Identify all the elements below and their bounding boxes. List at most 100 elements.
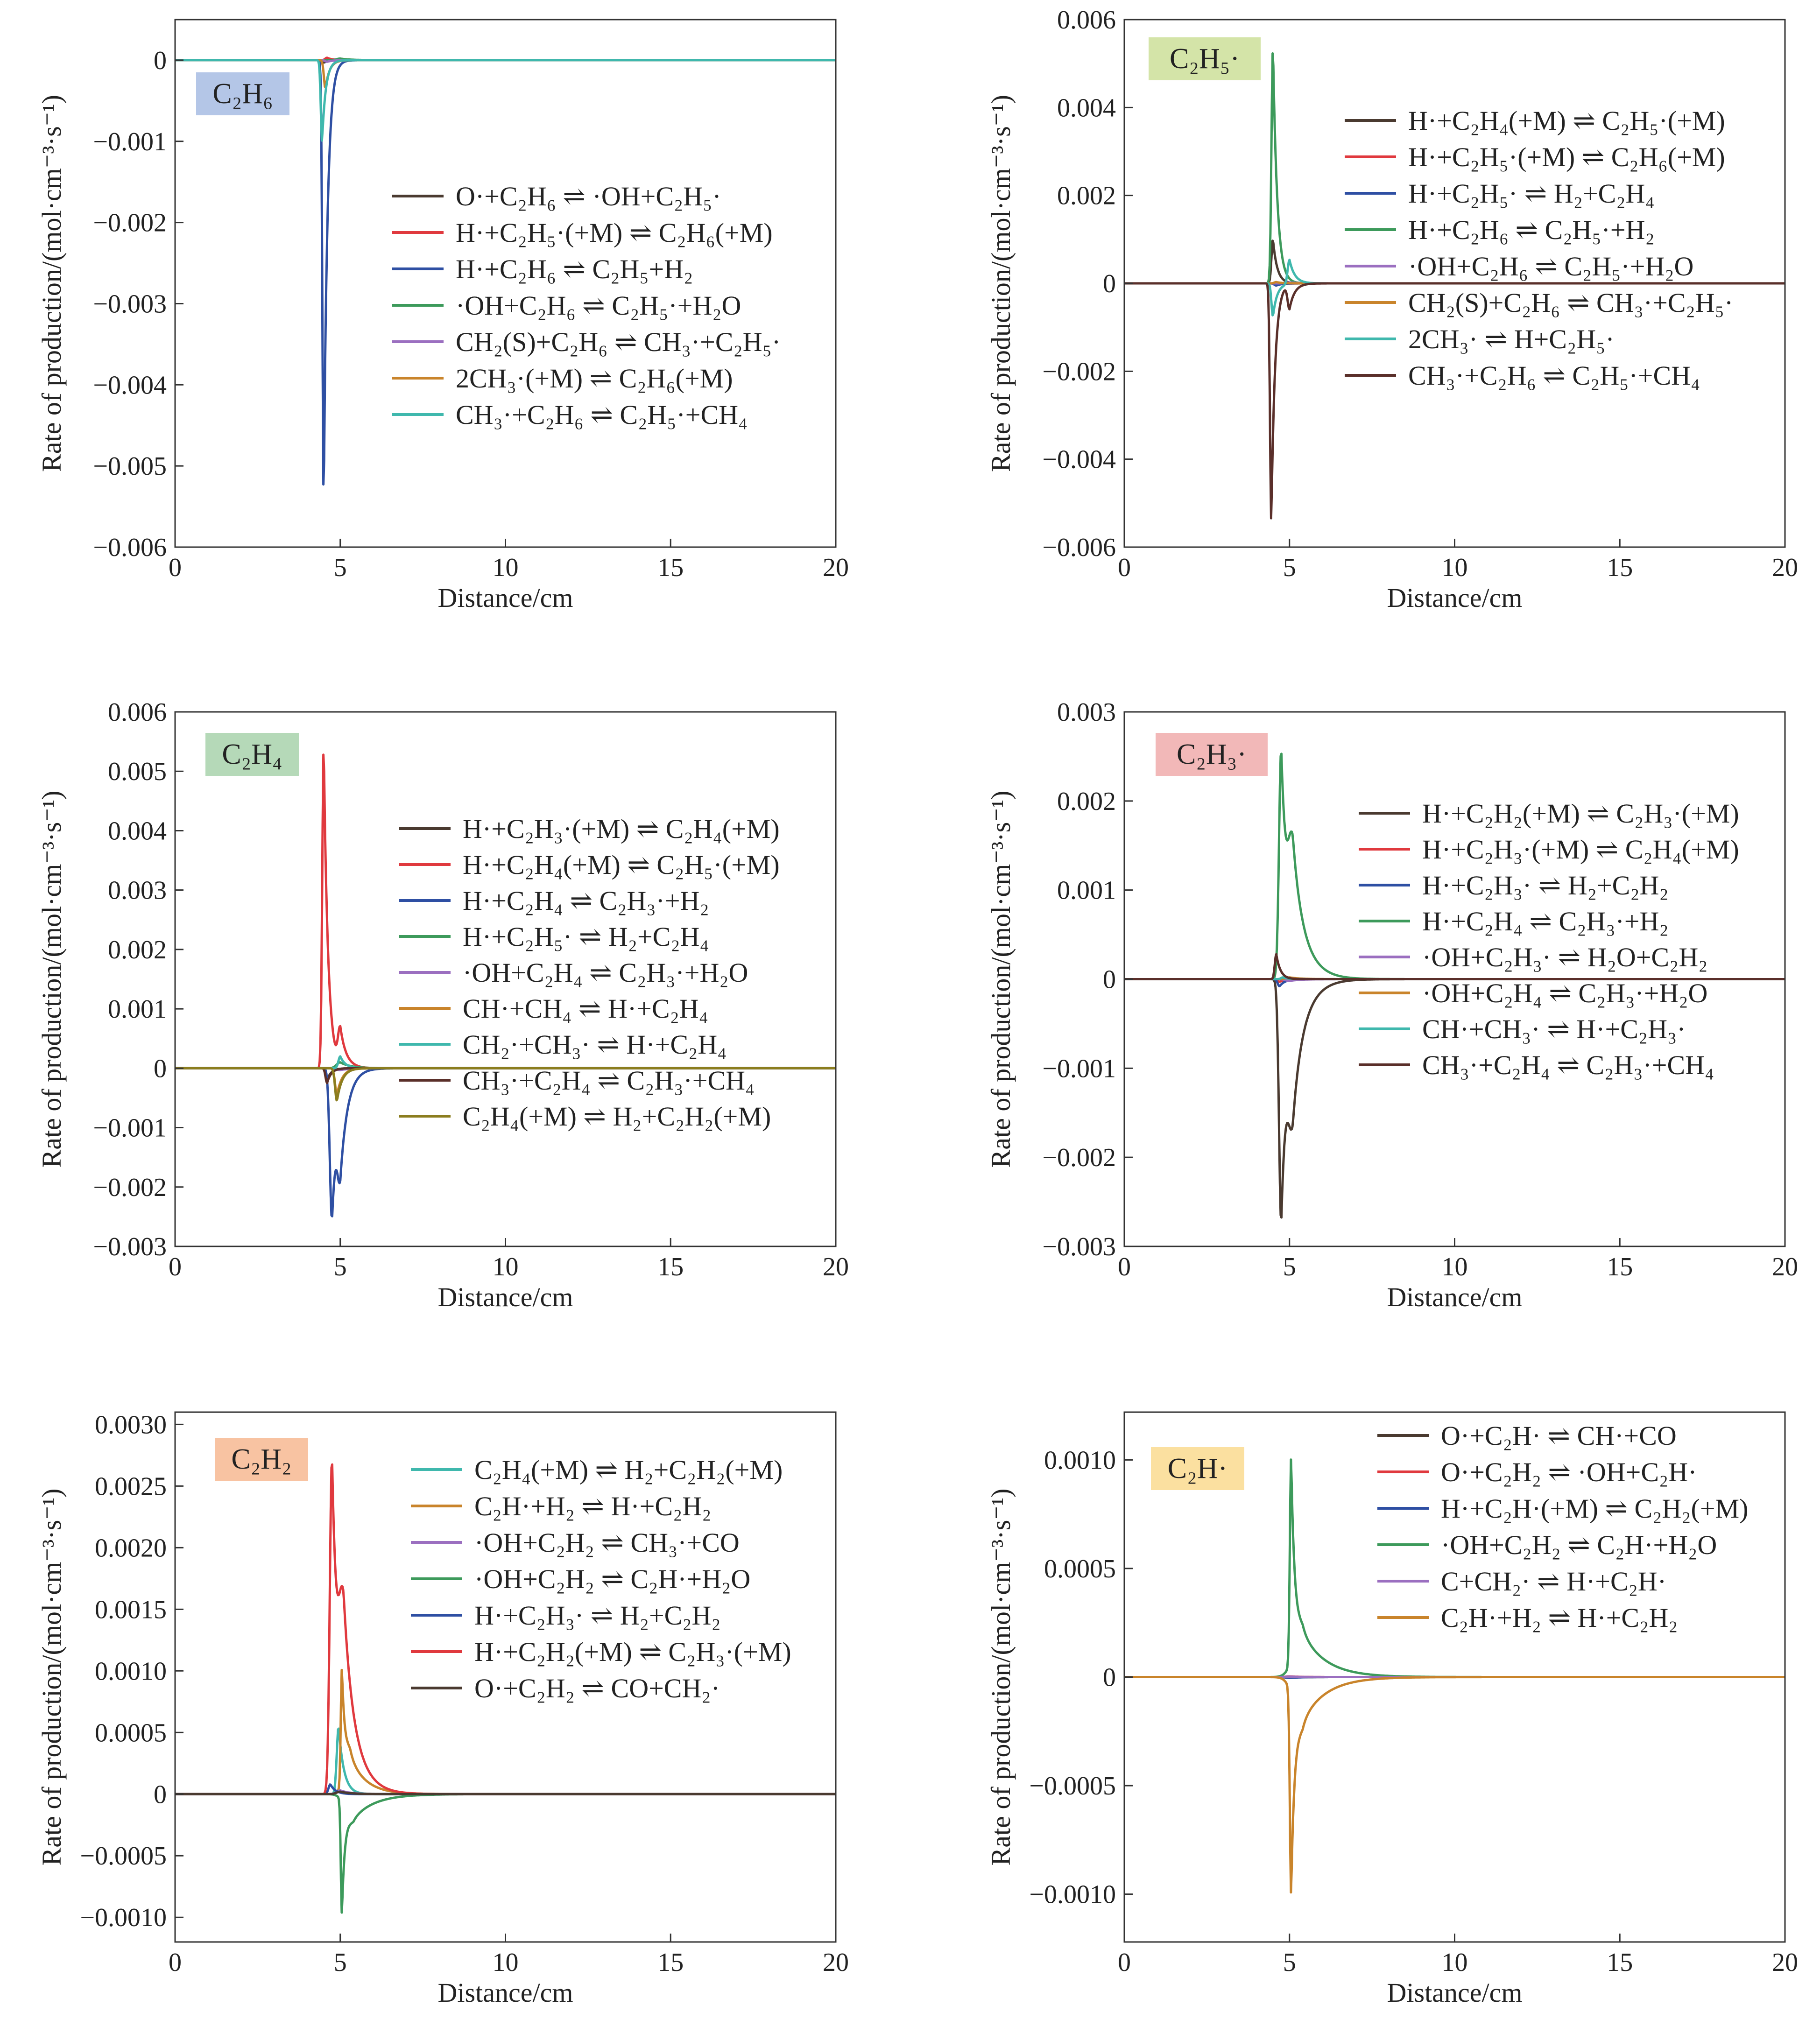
chart-panel-1: 0 5 10 15 20 0 −0.001 −0.002 −0.003 −0.004 −0.005 −… — [36, 19, 849, 613]
legend-item: H·+C₂H₅· ⇌ H₂+C₂H₄ — [399, 922, 709, 952]
x-tick-label: 10 — [1442, 553, 1468, 582]
legend-item: H·+C₂H₂(+M) ⇌ C₂H₃·(+M) — [411, 1637, 791, 1667]
x-tick-label: 0 — [169, 1948, 182, 1977]
legend-item: ·OH+C₂H₄ ⇌ C₂H₃·+H₂O — [1359, 978, 1707, 1008]
y-tick-label: 0.001 — [1057, 876, 1116, 905]
legend-item: H·+C₂H₄(+M) ⇌ C₂H₅·(+M) — [399, 850, 780, 880]
legend-label: ·OH+C₂H₄ ⇌ C₂H₃·+H₂O — [463, 957, 748, 988]
x-tick-label: 0 — [1118, 1948, 1131, 1977]
legend-item: O·+C₂H· ⇌ CH·+CO — [1377, 1421, 1677, 1451]
x-tick-label: 20 — [823, 553, 849, 582]
legend-item: C₂H₄(+M) ⇌ H₂+C₂H₂(+M) — [411, 1455, 783, 1485]
y-tick-label: −0.0005 — [80, 1842, 167, 1871]
chart-panel-2: 0 5 10 15 20 0.006 0.004 0.002 0 −0.002 −0.004 −0.0… — [986, 6, 1798, 613]
y-tick-label: −0.004 — [93, 371, 167, 400]
series-group — [175, 56, 836, 486]
x-tick-label: 10 — [1442, 1252, 1468, 1281]
series-group — [1124, 52, 1785, 520]
chart-panel-5: 0 5 10 15 20 0.0030 0.0025 0.0020 0.0015 0.0010 0.… — [36, 1410, 849, 2008]
x-axis-label: Distance/cm — [1387, 1282, 1523, 1312]
y-tick-label: 0.0020 — [95, 1534, 167, 1562]
y-axis-label: Rate of production/(mol·cm⁻³·s⁻¹) — [36, 1489, 67, 1866]
x-tick-label: 20 — [823, 1252, 849, 1281]
panels: 0 5 10 15 20 0 −0.001 −0.002 −0.003 −0.004 −0.005 −… — [36, 6, 1798, 2008]
y-tick-label: −0.0010 — [1029, 1880, 1116, 1909]
x-tick-label: 20 — [1772, 1252, 1798, 1281]
y-tick-label: 0.002 — [108, 936, 167, 964]
legend-label: H·+C₂H₂(+M) ⇌ C₂H₃·(+M) — [474, 1637, 791, 1667]
x-tick-label: 5 — [334, 1252, 347, 1281]
legend-label: CH₂(S)+C₂H₆ ⇌ CH₃·+C₂H₅· — [1408, 288, 1733, 318]
legend-label: H·+C₂H₄(+M) ⇌ C₂H₅·(+M) — [1408, 106, 1725, 136]
y-tick-label: −0.006 — [93, 533, 167, 562]
legend-label: O·+C₂H₂ ⇌ CO+CH₂· — [474, 1673, 720, 1703]
y-tick-label: 0 — [154, 46, 167, 75]
y-tick-label: 0.0010 — [1044, 1446, 1116, 1475]
species-label: C₂H₆ — [212, 78, 273, 110]
legend-item: ·OH+C₂H₂ ⇌ C₂H·+H₂O — [1377, 1530, 1717, 1560]
x-tick-label: 15 — [1607, 553, 1633, 582]
legend-label: CH·+CH₄ ⇌ H·+C₂H₄ — [463, 993, 708, 1024]
legend-label: C₂H₄(+M) ⇌ H₂+C₂H₂(+M) — [463, 1101, 771, 1132]
series-group — [175, 1463, 836, 1914]
x-tick-label: 15 — [1607, 1252, 1633, 1281]
y-tick-label: −0.005 — [93, 452, 167, 481]
species-badge: C₂H₂ — [215, 1438, 308, 1481]
legend-label: ·OH+C₂H₄ ⇌ C₂H₃·+H₂O — [1422, 978, 1707, 1008]
legend-label: C+CH₂· ⇌ H·+C₂H· — [1441, 1566, 1666, 1597]
legend-item: H·+C₂H₃·(+M) ⇌ C₂H₄(+M) — [399, 814, 780, 844]
legend: C₂H₄(+M) ⇌ H₂+C₂H₂(+M) C₂H·+H₂ ⇌ H·+C₂H₂ ·… — [411, 1455, 791, 1703]
legend-label: C₂H·+H₂ ⇌ H·+C₂H₂ — [474, 1491, 711, 1521]
chart-panel-4: 0 5 10 15 20 0.003 0.002 0.001 0 −0.001 −0.002 −0.0… — [986, 698, 1798, 1312]
y-tick-label: 0.004 — [108, 816, 167, 845]
x-tick-label: 15 — [657, 553, 684, 582]
species-badge: C₂H₃· — [1156, 733, 1268, 776]
legend-label: H·+C₂H₅·(+M) ⇌ C₂H₆(+M) — [456, 218, 773, 248]
legend-label: H·+C₂H·(+M) ⇌ C₂H₂(+M) — [1441, 1493, 1748, 1524]
y-tick-label: −0.001 — [93, 127, 167, 156]
y-tick-label: −0.0005 — [1029, 1772, 1116, 1801]
x-tick-label: 20 — [1772, 553, 1798, 582]
species-label: C₂H₄ — [222, 739, 282, 770]
species-badge: C₂H₅· — [1149, 37, 1261, 80]
legend-label: ·OH+C₂H₆ ⇌ C₂H₅·+H₂O — [1408, 251, 1693, 281]
legend-item: O·+C₂H₂ ⇌ CO+CH₂· — [411, 1673, 720, 1703]
y-tick-label: 0.006 — [108, 698, 167, 727]
legend-item: H·+C₂H₄ ⇌ C₂H₃·+H₂ — [1359, 906, 1669, 936]
y-axis-label: Rate of production/(mol·cm⁻³·s⁻¹) — [986, 95, 1016, 472]
y-tick-label: −0.002 — [93, 209, 167, 238]
legend-label: 2CH₃· ⇌ H+C₂H₅· — [1408, 324, 1615, 354]
x-tick-label: 20 — [1772, 1948, 1798, 1977]
legend: H·+C₂H₂(+M) ⇌ C₂H₃·(+M) H·+C₂H₃·(+M) ⇌ C₂… — [1359, 798, 1739, 1080]
legend-item: H·+C₂H₃· ⇌ H₂+C₂H₂ — [1359, 870, 1669, 900]
y-tick-label: 0.0015 — [95, 1595, 167, 1624]
x-tick-label: 15 — [1607, 1948, 1633, 1977]
legend-label: H·+C₂H₃· ⇌ H₂+C₂H₂ — [474, 1600, 721, 1631]
legend-item: C₂H·+H₂ ⇌ H·+C₂H₂ — [411, 1491, 711, 1521]
y-axis-label: Rate of production/(mol·cm⁻³·s⁻¹) — [36, 95, 67, 472]
y-tick-label: 0.0005 — [1044, 1555, 1116, 1583]
legend-item: CH·+CH₄ ⇌ H·+C₂H₄ — [399, 993, 708, 1024]
y-tick-label: −0.003 — [1042, 1232, 1116, 1261]
legend-label: CH₃·+C₂H₆ ⇌ C₂H₅·+CH₄ — [456, 400, 748, 430]
legend-label: CH₂(S)+C₂H₆ ⇌ CH₃·+C₂H₅· — [456, 327, 781, 357]
legend: O·+C₂H₆ ⇌ ·OH+C₂H₅· H·+C₂H₅·(+M) ⇌ C₂H₆(+… — [392, 181, 781, 430]
x-axis-label: Distance/cm — [1387, 1977, 1523, 2008]
legend-label: ·OH+C₂H₂ ⇌ C₂H·+H₂O — [474, 1564, 750, 1594]
legend-item: O·+C₂H₆ ⇌ ·OH+C₂H₅· — [392, 181, 721, 211]
x-axis-label: Distance/cm — [438, 1977, 573, 2008]
legend-label: CH·+CH₃· ⇌ H·+C₂H₃· — [1422, 1014, 1686, 1044]
x-axis-label: Distance/cm — [438, 583, 573, 613]
y-tick-label: 0.0025 — [95, 1472, 167, 1501]
legend-item: H·+C₂H₄ ⇌ C₂H₃·+H₂ — [399, 886, 709, 916]
y-tick-label: 0.005 — [108, 757, 167, 786]
legend: H·+C₂H₄(+M) ⇌ C₂H₅·(+M) H·+C₂H₅·(+M) ⇌ C₂… — [1345, 106, 1733, 391]
legend-label: H·+C₂H₃·(+M) ⇌ C₂H₄(+M) — [463, 814, 780, 844]
legend-item: H·+C₂H₃· ⇌ H₂+C₂H₂ — [411, 1600, 721, 1631]
y-tick-label: 0.0030 — [95, 1410, 167, 1439]
legend-label: H·+C₂H₃·(+M) ⇌ C₂H₄(+M) — [1422, 834, 1739, 865]
legend-item: ·OH+C₂H₃· ⇌ H₂O+C₂H₂ — [1359, 942, 1707, 972]
legend-label: H·+C₂H₂(+M) ⇌ C₂H₃·(+M) — [1422, 798, 1739, 829]
series-line-7 — [175, 1790, 836, 1795]
